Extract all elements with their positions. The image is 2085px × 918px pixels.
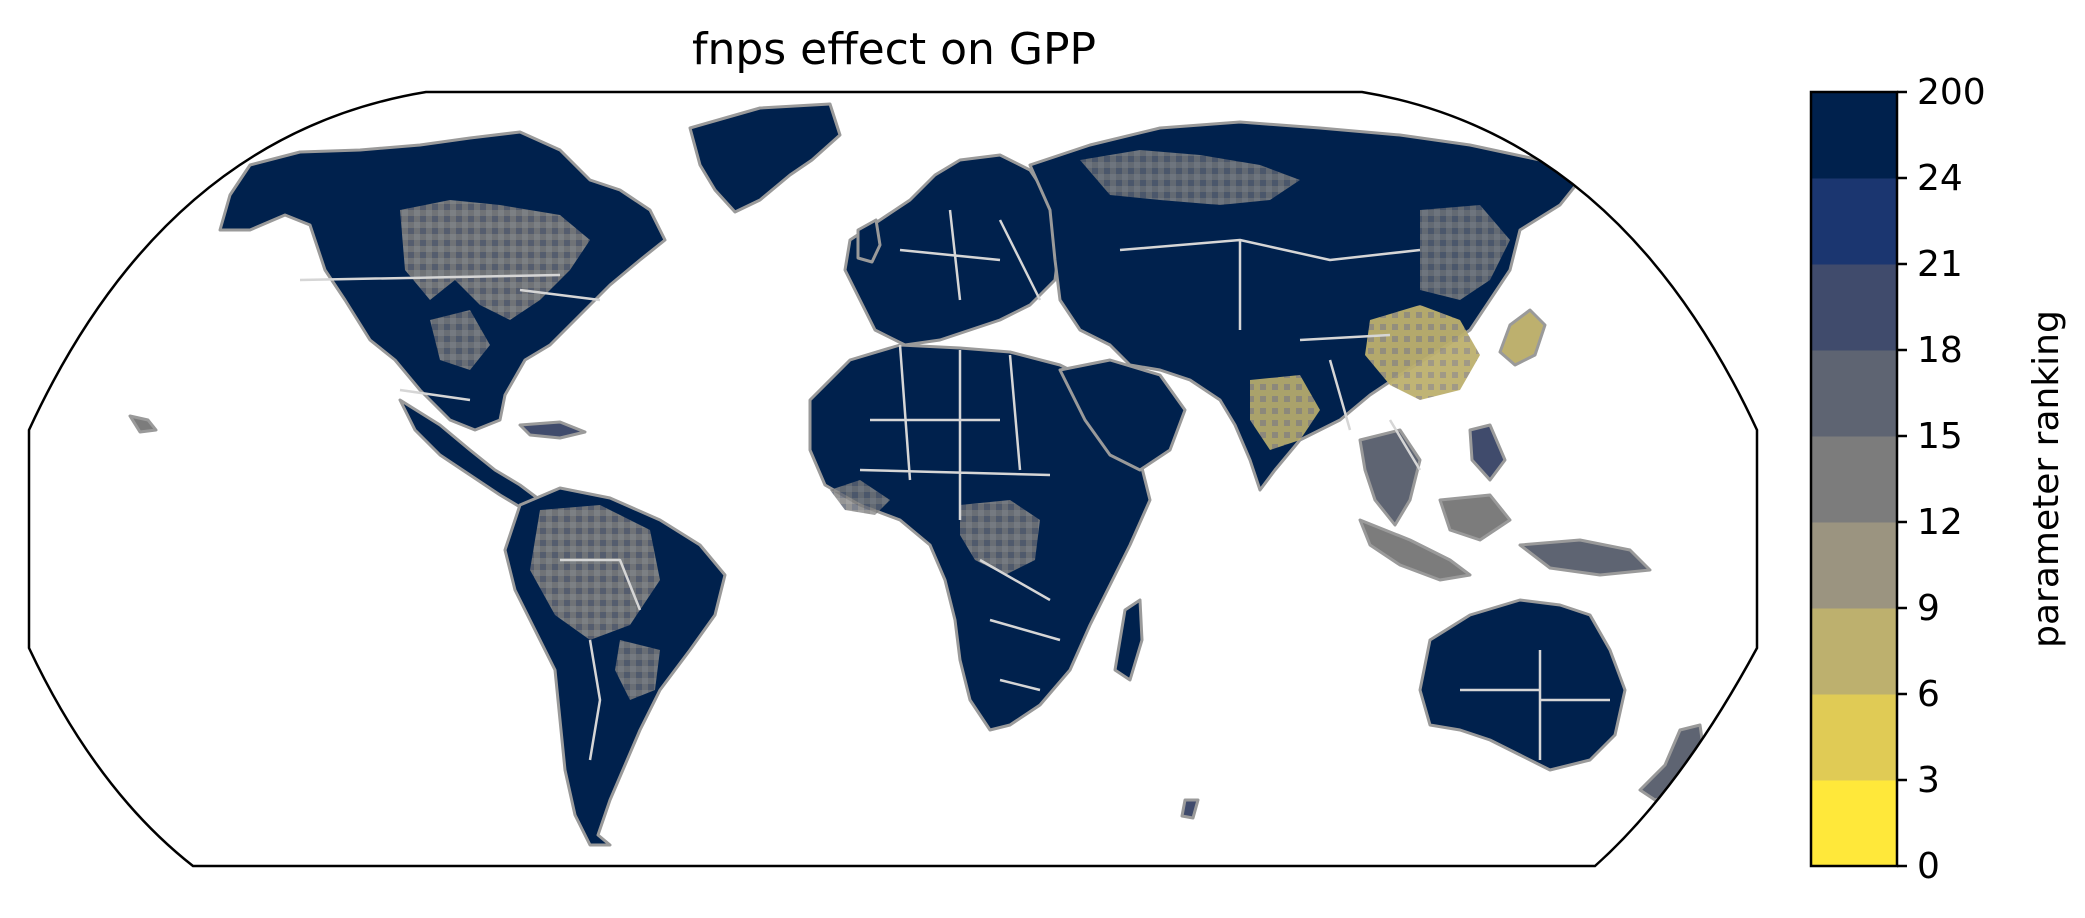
land-japan bbox=[1498, 308, 1547, 367]
land-philippines bbox=[1468, 423, 1507, 482]
land-new-zealand bbox=[1638, 723, 1707, 802]
region-asia-gray-north bbox=[1080, 150, 1300, 205]
land-indonesia-3 bbox=[1518, 538, 1652, 577]
land-antarctic-fragment bbox=[1180, 798, 1200, 820]
colorbar-tick-label: 15 bbox=[1917, 416, 1963, 457]
colorbar-tick-label: 200 bbox=[1917, 72, 1986, 113]
globe-outline bbox=[27, 90, 1759, 868]
colorbar-segment bbox=[1811, 264, 1897, 351]
colorbar-ticks: 0 3 6 9 12 15 18 21 24 200 bbox=[1897, 72, 1986, 887]
colorbar-segment bbox=[1811, 694, 1897, 781]
colorbar-segment bbox=[1811, 608, 1897, 695]
land-indonesia-2 bbox=[1438, 493, 1512, 542]
land-indochina bbox=[1358, 428, 1422, 527]
colorbar-segment bbox=[1811, 178, 1897, 265]
colorbar-frame bbox=[1809, 90, 1899, 868]
region-china-yellow bbox=[1365, 305, 1480, 400]
region-na-gray bbox=[400, 200, 590, 320]
borders bbox=[299, 209, 1610, 761]
land-hawaii bbox=[128, 414, 158, 434]
colorbar-tick-label: 6 bbox=[1917, 674, 1940, 715]
region-india-yellow bbox=[1250, 375, 1320, 450]
colorbar-tick-label: 0 bbox=[1917, 846, 1940, 887]
colorbar-tick-label: 9 bbox=[1917, 588, 1940, 629]
land-caribbean bbox=[518, 420, 587, 440]
colorbar-segment bbox=[1811, 522, 1897, 609]
colorbar-tick-label: 18 bbox=[1917, 330, 1963, 371]
map-layer bbox=[128, 102, 1707, 847]
colorbar-tick-label: 24 bbox=[1917, 158, 1963, 199]
colorbar-segment bbox=[1811, 92, 1897, 179]
colorbar-segment bbox=[1811, 780, 1897, 867]
land-madagascar bbox=[1113, 598, 1144, 682]
colorbar-tick-label: 3 bbox=[1917, 760, 1940, 801]
land-arabia bbox=[1058, 358, 1187, 472]
colorbar-tick-label: 12 bbox=[1917, 502, 1963, 543]
land-europe bbox=[843, 153, 1062, 347]
land-australia bbox=[1418, 598, 1627, 772]
land-greenland bbox=[688, 102, 842, 214]
colorbar bbox=[1811, 92, 1897, 867]
colorbar-label: parameter ranking bbox=[2026, 310, 2067, 648]
land-indonesia-1 bbox=[1358, 518, 1472, 582]
land-uk bbox=[856, 218, 882, 264]
colorbar-tick-label: 21 bbox=[1917, 244, 1963, 285]
colorbar-segment bbox=[1811, 436, 1897, 523]
colorbar-segment bbox=[1811, 350, 1897, 437]
region-na-gray-2 bbox=[430, 310, 490, 370]
region-africa-gray-west bbox=[830, 480, 890, 515]
region-africa-gray bbox=[960, 500, 1040, 575]
region-sa-gray bbox=[530, 505, 660, 640]
map-title: fnps effect on GPP bbox=[692, 24, 1096, 75]
region-asia-gray-east bbox=[1420, 205, 1510, 300]
region-sa-gray-2 bbox=[615, 640, 660, 700]
